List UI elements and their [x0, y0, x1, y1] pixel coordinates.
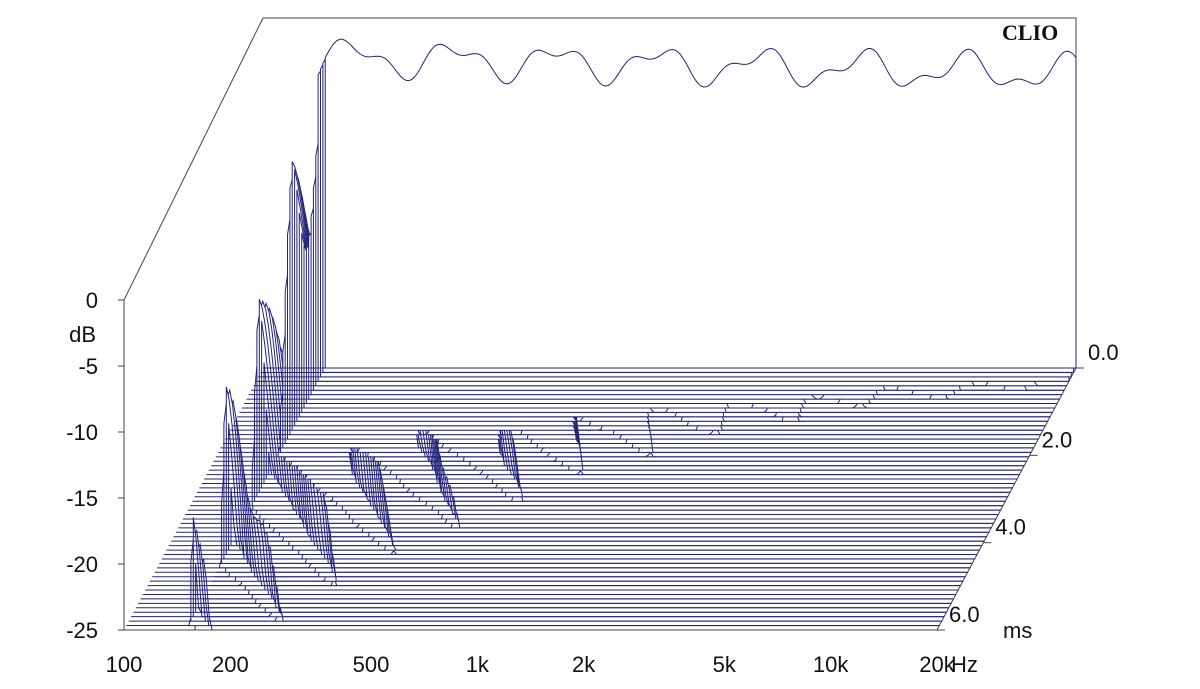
z-tick-label: 2.0: [1042, 427, 1073, 452]
x-tick-label: 2k: [572, 652, 596, 677]
y-tick-label: -25: [66, 618, 98, 643]
slice-51: [142, 519, 956, 595]
slice-curve: [190, 528, 942, 622]
y-tick-label: -5: [78, 354, 98, 379]
slice-44: [159, 398, 973, 564]
x-tick-label: 500: [353, 652, 390, 677]
slice-56: [131, 517, 945, 618]
y-axis: 0 -5 -10 -15 -20 -25 dB: [66, 288, 125, 643]
slice-curve: [205, 519, 956, 595]
slice-curve: [249, 316, 1001, 511]
x-tick-label: 5k: [713, 652, 737, 677]
slice-32: [187, 316, 1001, 511]
x-axis-unit: Hz: [951, 652, 978, 677]
x-tick-label: 20k: [919, 652, 955, 677]
waterfall-slices: [124, 38, 1077, 631]
slice-curve: [207, 515, 959, 591]
slice-47: [152, 468, 966, 578]
z-axis: 0.0 2.0 4.0 6.0 ms: [937, 340, 1119, 643]
z-axis-unit: ms: [1003, 618, 1032, 643]
slice-39: [171, 425, 985, 542]
z-tick-label: 4.0: [995, 515, 1026, 540]
y-tick-label: -10: [66, 420, 98, 445]
z-tick-label: 0.0: [1088, 340, 1119, 365]
slice-50: [145, 515, 959, 591]
y-tick-label: -15: [66, 486, 98, 511]
slice-38: [173, 406, 987, 538]
slice-58: [126, 542, 940, 627]
slice-curve: [218, 417, 970, 569]
slice-curve: [192, 517, 945, 618]
brand-label: CLIO: [1002, 20, 1058, 45]
slice-0: [263, 38, 1077, 369]
slice-curve: [200, 531, 952, 604]
slice-curve: [212, 492, 963, 582]
slice-43: [161, 388, 975, 560]
slice-45: [156, 417, 970, 569]
slice-curve: [187, 542, 940, 627]
slice-curve: [223, 388, 975, 560]
y-axis-label: dB: [69, 322, 96, 347]
slice-48: [149, 492, 963, 582]
x-tick-label: 100: [106, 652, 143, 677]
slice-57: [128, 528, 942, 622]
slice-curve: [202, 523, 954, 600]
slice-curve: [247, 329, 999, 515]
slice-30: [192, 301, 1006, 502]
x-tick-label: 1k: [466, 652, 490, 677]
slice-46: [154, 442, 968, 573]
slice-curve: [195, 563, 947, 613]
slice-52: [140, 523, 954, 600]
right-edge: [936, 367, 1077, 631]
slice-curve: [324, 38, 1077, 369]
slice-curve: [214, 468, 966, 578]
slice-curve: [233, 425, 985, 542]
slice-curve: [216, 442, 968, 573]
slice-33: [185, 329, 999, 516]
slice-curve: [221, 398, 973, 564]
slice-curve: [254, 301, 1006, 502]
y-tick-label: 0: [86, 288, 98, 313]
x-tick-label: 200: [212, 652, 249, 677]
z-tick-label: 6.0: [949, 602, 980, 627]
y-tick-label: -20: [66, 552, 98, 577]
slice-53: [138, 531, 952, 604]
x-tick-label: 10k: [813, 652, 849, 677]
slice-curve: [235, 406, 987, 538]
